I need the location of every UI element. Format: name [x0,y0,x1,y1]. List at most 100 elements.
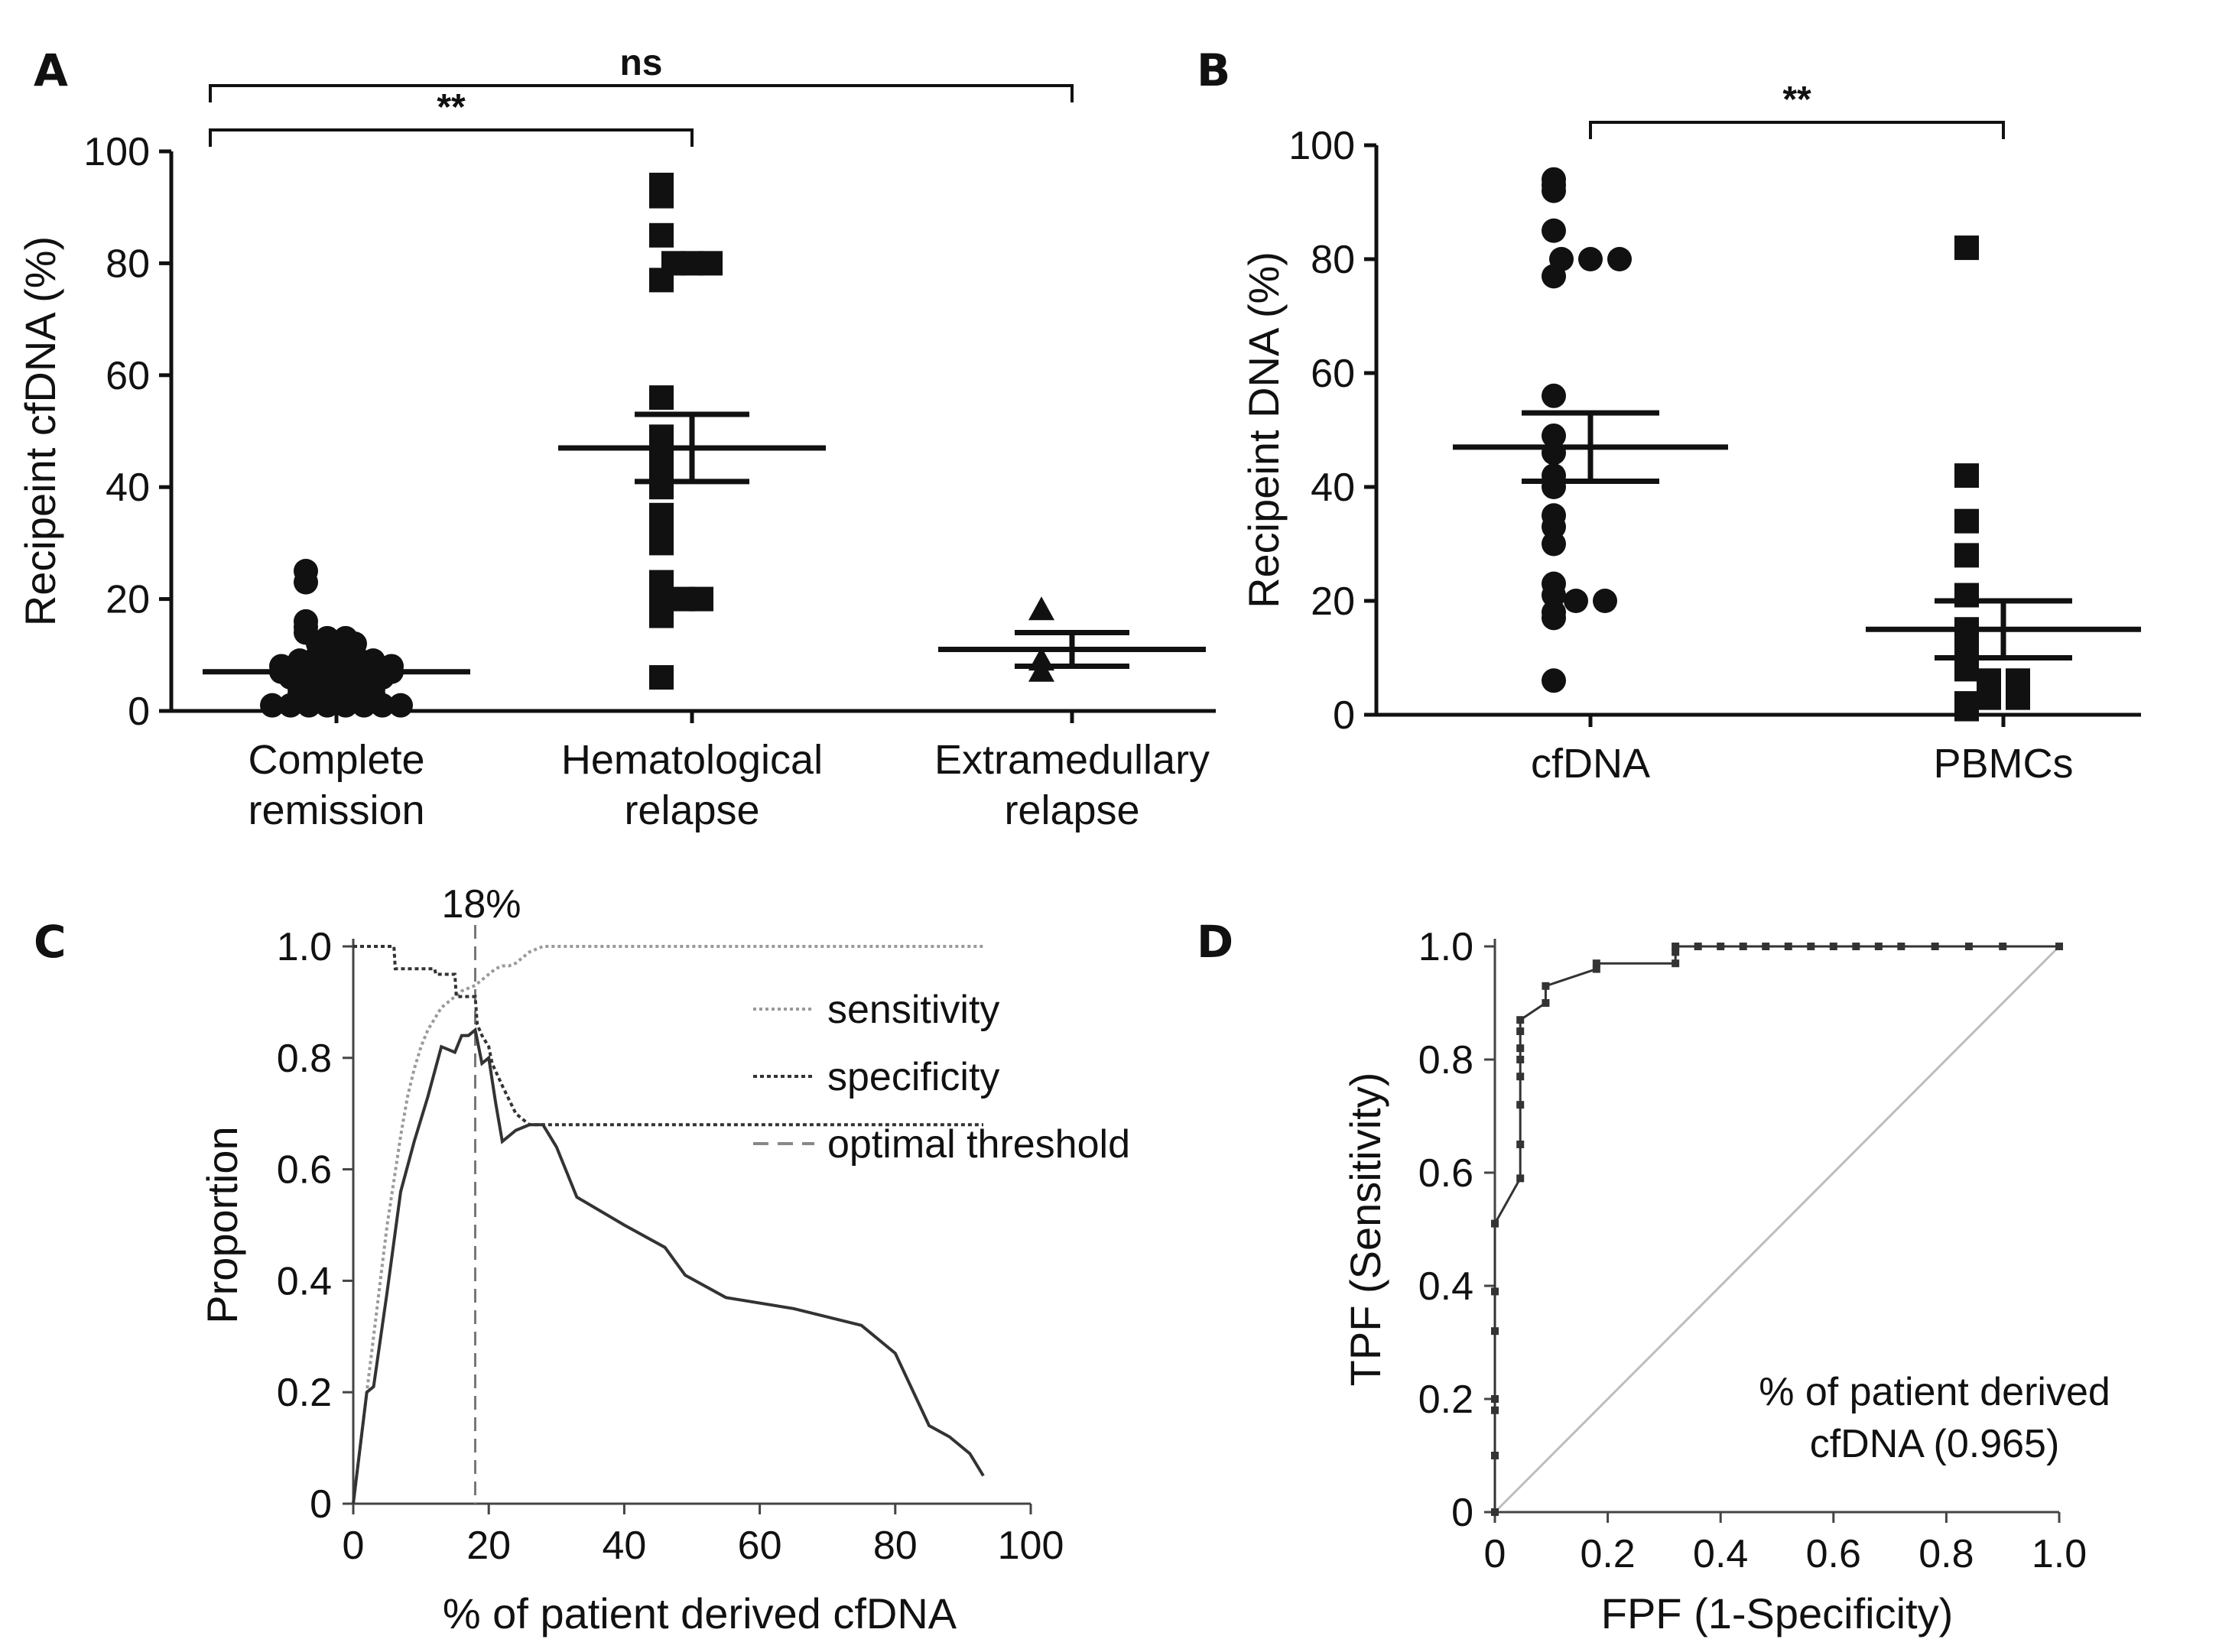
x-category-label: cfDNA [1531,741,1650,787]
data-point [1542,605,1566,631]
data-point [689,586,713,612]
roc-point [1491,1395,1499,1403]
data-point [1593,589,1617,613]
roc-point [1829,943,1837,950]
x-axis-label: % of patient derived cfDNA [443,1589,957,1637]
data-point [1542,440,1566,466]
y-tick-label: 1.0 [277,925,332,969]
y-axis-label: Recipeint cfDNA (%) [16,236,64,626]
roc-point [1516,1073,1525,1081]
y-tick-label: 20 [106,578,150,622]
data-point [649,665,674,690]
data-point [294,570,318,595]
x-tick-label: 100 [998,1524,1064,1568]
data-point [649,603,674,628]
auc-annotation: cfDNA (0.965) [1810,1422,2060,1466]
data-point [649,475,674,500]
y-tick-label: 0 [1333,693,1355,738]
data-point [1028,657,1054,682]
y-tick-label: 60 [106,354,150,398]
roc-point [1516,1141,1525,1148]
y-tick-label: 100 [1288,124,1355,168]
data-point [649,385,674,411]
data-point [2006,685,2030,710]
roc-point [1491,1406,1499,1414]
y-tick-label: 40 [1311,466,1355,510]
data-point [649,531,674,556]
roc-point [1999,943,2007,950]
data-point [1954,583,1979,608]
data-point [698,251,723,276]
y-tick-label: 80 [106,242,150,286]
data-point [1578,247,1603,271]
x-tick-label: 20 [466,1524,511,1568]
y-axis-label: TPF (Sensitivity) [1341,1073,1389,1387]
roc-point [1516,1056,1525,1063]
roc-point [1672,959,1680,968]
roc-point [1491,1508,1499,1516]
panel-label-a: A [34,44,68,96]
y-tick-label: 0 [128,690,150,734]
data-point [1542,264,1566,289]
roc-point [1739,943,1747,950]
significance-bracket [1589,121,2005,139]
x-tick-label: 0 [343,1524,365,1568]
data-point [315,693,340,718]
x-tick-label: 1.0 [2032,1532,2087,1576]
y-tick-label: 0.2 [277,1371,332,1415]
roc-point [1897,943,1905,950]
data-point [1954,543,1979,568]
roc-point [1672,948,1680,956]
auc-annotation: % of patient derived [1759,1370,2110,1414]
y-tick-label: 40 [106,466,150,510]
y-tick-label: 20 [1311,579,1355,624]
y-tick-label: 0 [1451,1491,1473,1535]
y-tick-label: 1.0 [1418,925,1473,969]
x-tick-label: 0.2 [1580,1532,1635,1576]
data-point [333,693,358,718]
series-line-sensitivity [352,945,983,1504]
data-point [1542,178,1566,203]
y-tick-label: 0.4 [1418,1264,1473,1309]
reference-diagonal [1493,945,2061,1514]
legend-label: sensitivity [827,988,999,1032]
y-axis-label: Recipeint DNA (%) [1239,252,1288,609]
y-tick-label: 0.8 [1418,1038,1473,1082]
x-category-label: relapse [624,787,759,833]
x-tick-label: 0.8 [1918,1532,1974,1576]
data-point [649,222,674,248]
y-axis-label: Proportion [198,1126,246,1323]
data-point [1542,218,1566,243]
roc-point [1542,999,1550,1007]
data-point [649,268,674,293]
significance-label: ** [1782,80,1811,120]
data-point [1607,247,1632,271]
data-point [370,693,395,718]
roc-point [1516,1044,1525,1053]
data-point [1542,514,1566,540]
data-point [649,183,674,209]
data-point [1954,657,1979,682]
data-point [1954,508,1979,534]
x-category-label: remission [248,787,424,833]
roc-point [1491,1287,1499,1296]
roc-point [1762,943,1770,950]
y-tick-label: 80 [1311,238,1355,282]
data-point [1542,383,1566,408]
legend-label: optimal threshold [827,1122,1130,1167]
roc-point [1964,943,1973,950]
x-category-label: Extramedullary [934,737,1210,783]
roc-point [1491,1452,1499,1459]
x-tick-label: 60 [738,1524,782,1568]
y-tick-label: 0 [310,1482,332,1527]
data-point [1954,235,1979,261]
y-tick-label: 0.6 [277,1148,332,1193]
y-tick-label: 0.2 [1418,1378,1473,1422]
x-tick-label: 80 [873,1524,918,1568]
roc-point [2055,943,2063,950]
y-tick-label: 60 [1311,352,1355,396]
roc-point [1852,943,1860,950]
x-category-label: Complete [248,737,424,783]
